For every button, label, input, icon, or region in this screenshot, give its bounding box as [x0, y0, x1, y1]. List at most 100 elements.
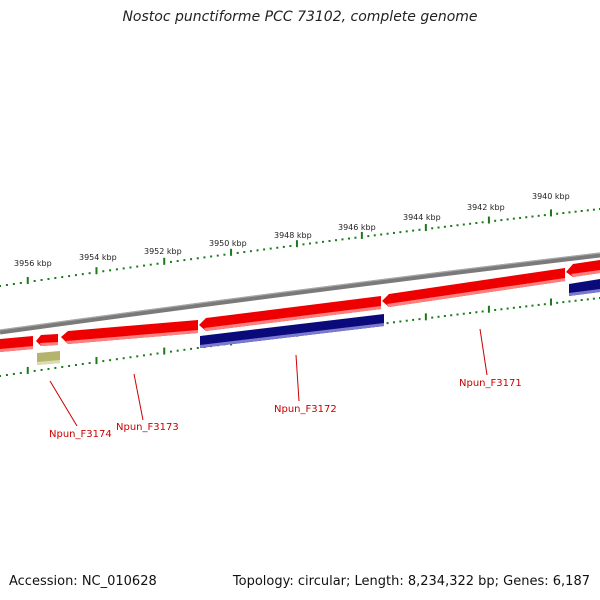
scale-dot — [500, 219, 503, 222]
scale-dot — [0, 375, 1, 377]
gene-shadow — [569, 289, 600, 296]
scale-dot — [586, 298, 589, 301]
scale-dot — [169, 350, 172, 353]
scale-dot — [367, 235, 370, 238]
scale-dot — [12, 282, 15, 285]
scale-dot — [347, 237, 350, 240]
scale-dot — [183, 348, 186, 351]
scale-dot — [556, 212, 559, 215]
scale-dot — [149, 353, 152, 356]
scale-dot — [136, 265, 139, 268]
scale-dot — [322, 240, 325, 243]
scale-dot — [19, 281, 22, 284]
scale-dot — [405, 319, 408, 322]
scale-dot — [216, 254, 219, 257]
scale-dot — [469, 311, 472, 314]
gene-arrow-npun-f3173[interactable] — [61, 320, 198, 344]
scale-dot — [586, 209, 589, 212]
scale-major-tick — [295, 240, 298, 248]
scale-dot — [0, 285, 1, 287]
scale-dot — [54, 277, 57, 280]
scale-dot — [122, 357, 125, 360]
scale-dot — [512, 217, 515, 220]
scale-label: 3956 kbp — [14, 259, 52, 268]
scale-dot — [88, 272, 91, 275]
scale-dot — [543, 214, 546, 217]
gene-arrow-mid[interactable] — [199, 296, 381, 331]
leader-npun-f3174 — [49, 380, 78, 427]
scale-dot — [149, 263, 152, 266]
scale-dot — [412, 318, 415, 321]
gene-shadow — [40, 342, 58, 346]
gene-label-npun-f3171[interactable]: Npun_F3171 — [459, 378, 522, 389]
scale-dot — [405, 230, 408, 233]
scale-label: 3954 kbp — [79, 253, 117, 262]
scale-dot — [315, 241, 318, 244]
scale-dot — [223, 253, 226, 256]
leader-npun-f3173 — [133, 373, 144, 421]
scale-major-tick — [360, 231, 363, 239]
scale-dot — [506, 218, 509, 221]
scale-dot — [115, 268, 118, 271]
scale-dot — [40, 368, 43, 371]
scale-dot — [169, 260, 172, 263]
scale-dot — [196, 346, 199, 349]
scale-label: 3944 kbp — [403, 213, 441, 222]
scale-dot — [68, 275, 71, 278]
scale-dot — [129, 266, 132, 269]
scale-dot — [386, 232, 389, 235]
scale-dot — [156, 352, 159, 355]
scale-dot — [418, 228, 421, 231]
scale-dot — [156, 262, 159, 265]
gene-arrow-npun-f3171[interactable] — [382, 268, 565, 307]
genome-summary: Topology: circular; Length: 8,234,322 bp… — [232, 574, 590, 589]
scale-dot — [176, 259, 179, 262]
scale-dot — [143, 354, 146, 357]
scale-dot — [592, 208, 595, 211]
map-title: Nostoc punctiforme PCC 73102, complete g… — [122, 9, 478, 25]
scale-dot — [525, 216, 528, 219]
scale-dot — [412, 229, 415, 232]
scale-dot — [574, 210, 577, 213]
scale-dot — [431, 227, 434, 230]
scale-major-tick — [26, 276, 29, 284]
scale-label: 3942 kbp — [467, 203, 505, 212]
gene-label-npun-f3174[interactable]: Npun_F3174 — [49, 429, 112, 440]
scale-dot — [437, 315, 440, 318]
scale-dot — [481, 310, 484, 313]
scale-dot — [74, 363, 77, 366]
scale-dot — [450, 314, 453, 317]
gene-shadow — [66, 330, 198, 344]
scale-major-tick — [550, 209, 553, 217]
scale-major-tick — [95, 357, 98, 365]
scale-dot — [475, 311, 478, 314]
scale-dot — [289, 245, 292, 248]
scale-dot — [443, 315, 446, 318]
gene-label-npun-f3172[interactable]: Npun_F3172 — [274, 404, 337, 415]
accession-text: Accession: NC_010628 — [9, 574, 157, 589]
gene-label-npun-f3173[interactable]: Npun_F3173 — [116, 422, 179, 433]
scale-dot — [276, 246, 279, 249]
scale-dot — [562, 301, 565, 304]
scale-dot — [328, 240, 331, 243]
scale-dot — [462, 312, 465, 315]
scale-major-tick — [424, 224, 427, 232]
scale-label: 3946 kbp — [338, 223, 376, 232]
scale-dot — [5, 373, 8, 376]
scale-dot — [81, 273, 84, 276]
scale-dot — [81, 363, 84, 366]
scale-dot — [354, 236, 357, 239]
scale-dot — [392, 231, 395, 234]
scale-dot — [47, 278, 50, 281]
scale-dot — [33, 279, 36, 282]
scale-dot — [122, 267, 125, 270]
scale-dot — [506, 307, 509, 310]
scale-label: 3950 kbp — [209, 239, 247, 248]
scale-dot — [40, 279, 43, 282]
scale-dot — [386, 322, 389, 325]
scale-dot — [302, 243, 305, 246]
scale-dot — [562, 212, 565, 215]
scale-dot — [431, 316, 434, 319]
scale-dot — [102, 360, 105, 363]
scale-labels: 3956 kbp 3954 kbp 3952 kbp 3950 kbp 3948… — [14, 192, 570, 268]
